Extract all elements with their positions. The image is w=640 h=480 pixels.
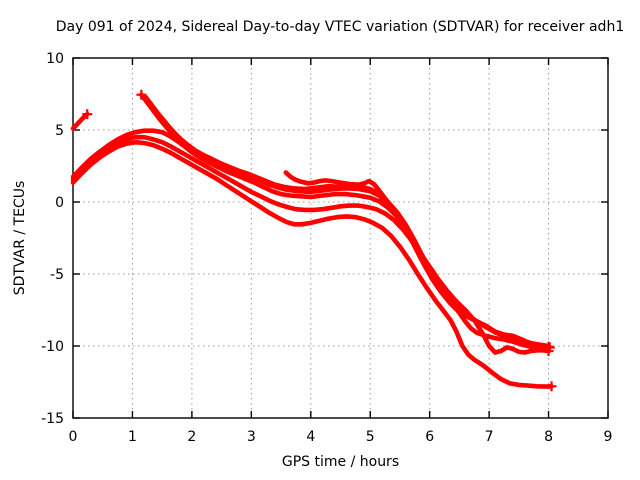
data-curve-arc-3 — [143, 94, 551, 350]
y-tick-label: -5 — [50, 267, 64, 283]
x-axis-label: GPS time / hours — [281, 454, 400, 470]
x-tick-label: 1 — [128, 429, 137, 445]
plot-border — [72, 57, 609, 419]
chart-title: Day 091 of 2024, Sidereal Day-to-day VTE… — [55, 19, 625, 35]
x-tick-label: 9 — [604, 429, 613, 445]
data-curve-arc-1 — [70, 111, 90, 131]
y-tick-label: 5 — [55, 123, 64, 139]
y-tick-label: -15 — [41, 411, 64, 427]
x-tick-label: 7 — [485, 429, 494, 445]
y-tick-label: -10 — [41, 339, 64, 355]
x-tick-label: 8 — [544, 429, 553, 445]
data-curve-arc-7 — [283, 170, 553, 350]
y-tick-label: 10 — [46, 51, 64, 67]
x-tick-label: 3 — [247, 429, 256, 445]
data-curve-arc-5 — [70, 134, 551, 355]
y-axis-label: SDTVAR / TECUs — [12, 180, 28, 296]
x-tick-label: 4 — [306, 429, 315, 445]
x-tick-label: 0 — [69, 429, 78, 445]
data-curve-arc-6 — [70, 139, 554, 389]
y-tick-label: 0 — [55, 195, 64, 211]
x-tick-label: 6 — [425, 429, 434, 445]
data-curve-arc-2 — [139, 92, 551, 350]
x-tick-label: 2 — [187, 429, 196, 445]
x-tick-label: 5 — [366, 429, 375, 445]
